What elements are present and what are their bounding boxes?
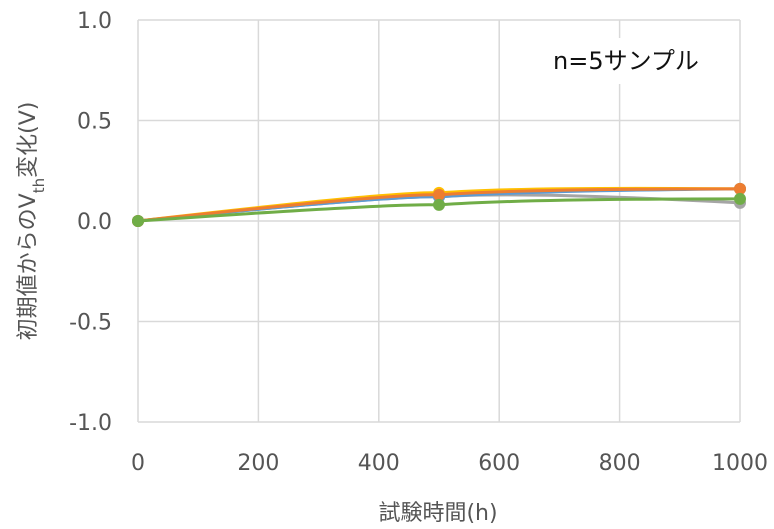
annotation-box [548, 38, 726, 84]
y-axis-title-suffix: 変化(V) [16, 102, 41, 178]
series-lines [132, 182, 746, 227]
y-axis-ticks: 1.0 0.5 0.0 -0.5 -1.0 [69, 9, 112, 436]
series-5 [132, 192, 746, 227]
data-point [433, 188, 445, 201]
x-tick-label: 800 [599, 451, 641, 476]
x-tick-label: 0 [131, 451, 145, 476]
data-point [734, 182, 746, 195]
data-point [433, 198, 445, 211]
y-tick-label: -0.5 [69, 311, 112, 336]
x-tick-label: 200 [237, 451, 279, 476]
x-tick-label: 600 [478, 451, 520, 476]
x-axis-title: 試験時間(h) [378, 501, 497, 526]
y-tick-label: 1.0 [77, 9, 112, 34]
y-axis-title-subscript: th [30, 178, 48, 193]
x-tick-label: 400 [358, 451, 400, 476]
y-axis-title: 初期値からのVth変化(V) [16, 102, 48, 341]
x-tick-label: 1000 [712, 451, 768, 476]
y-tick-label: 0.0 [77, 210, 112, 235]
y-tick-label: 0.5 [77, 110, 112, 135]
x-axis-ticks: 0 200 400 600 800 1000 [131, 451, 768, 476]
data-point [734, 192, 746, 205]
y-axis-title-prefix: 初期値からのV [16, 193, 41, 340]
y-tick-label: -1.0 [69, 411, 112, 436]
data-point [132, 215, 144, 227]
sample-count-annotation: n=5サンプル [553, 47, 699, 75]
